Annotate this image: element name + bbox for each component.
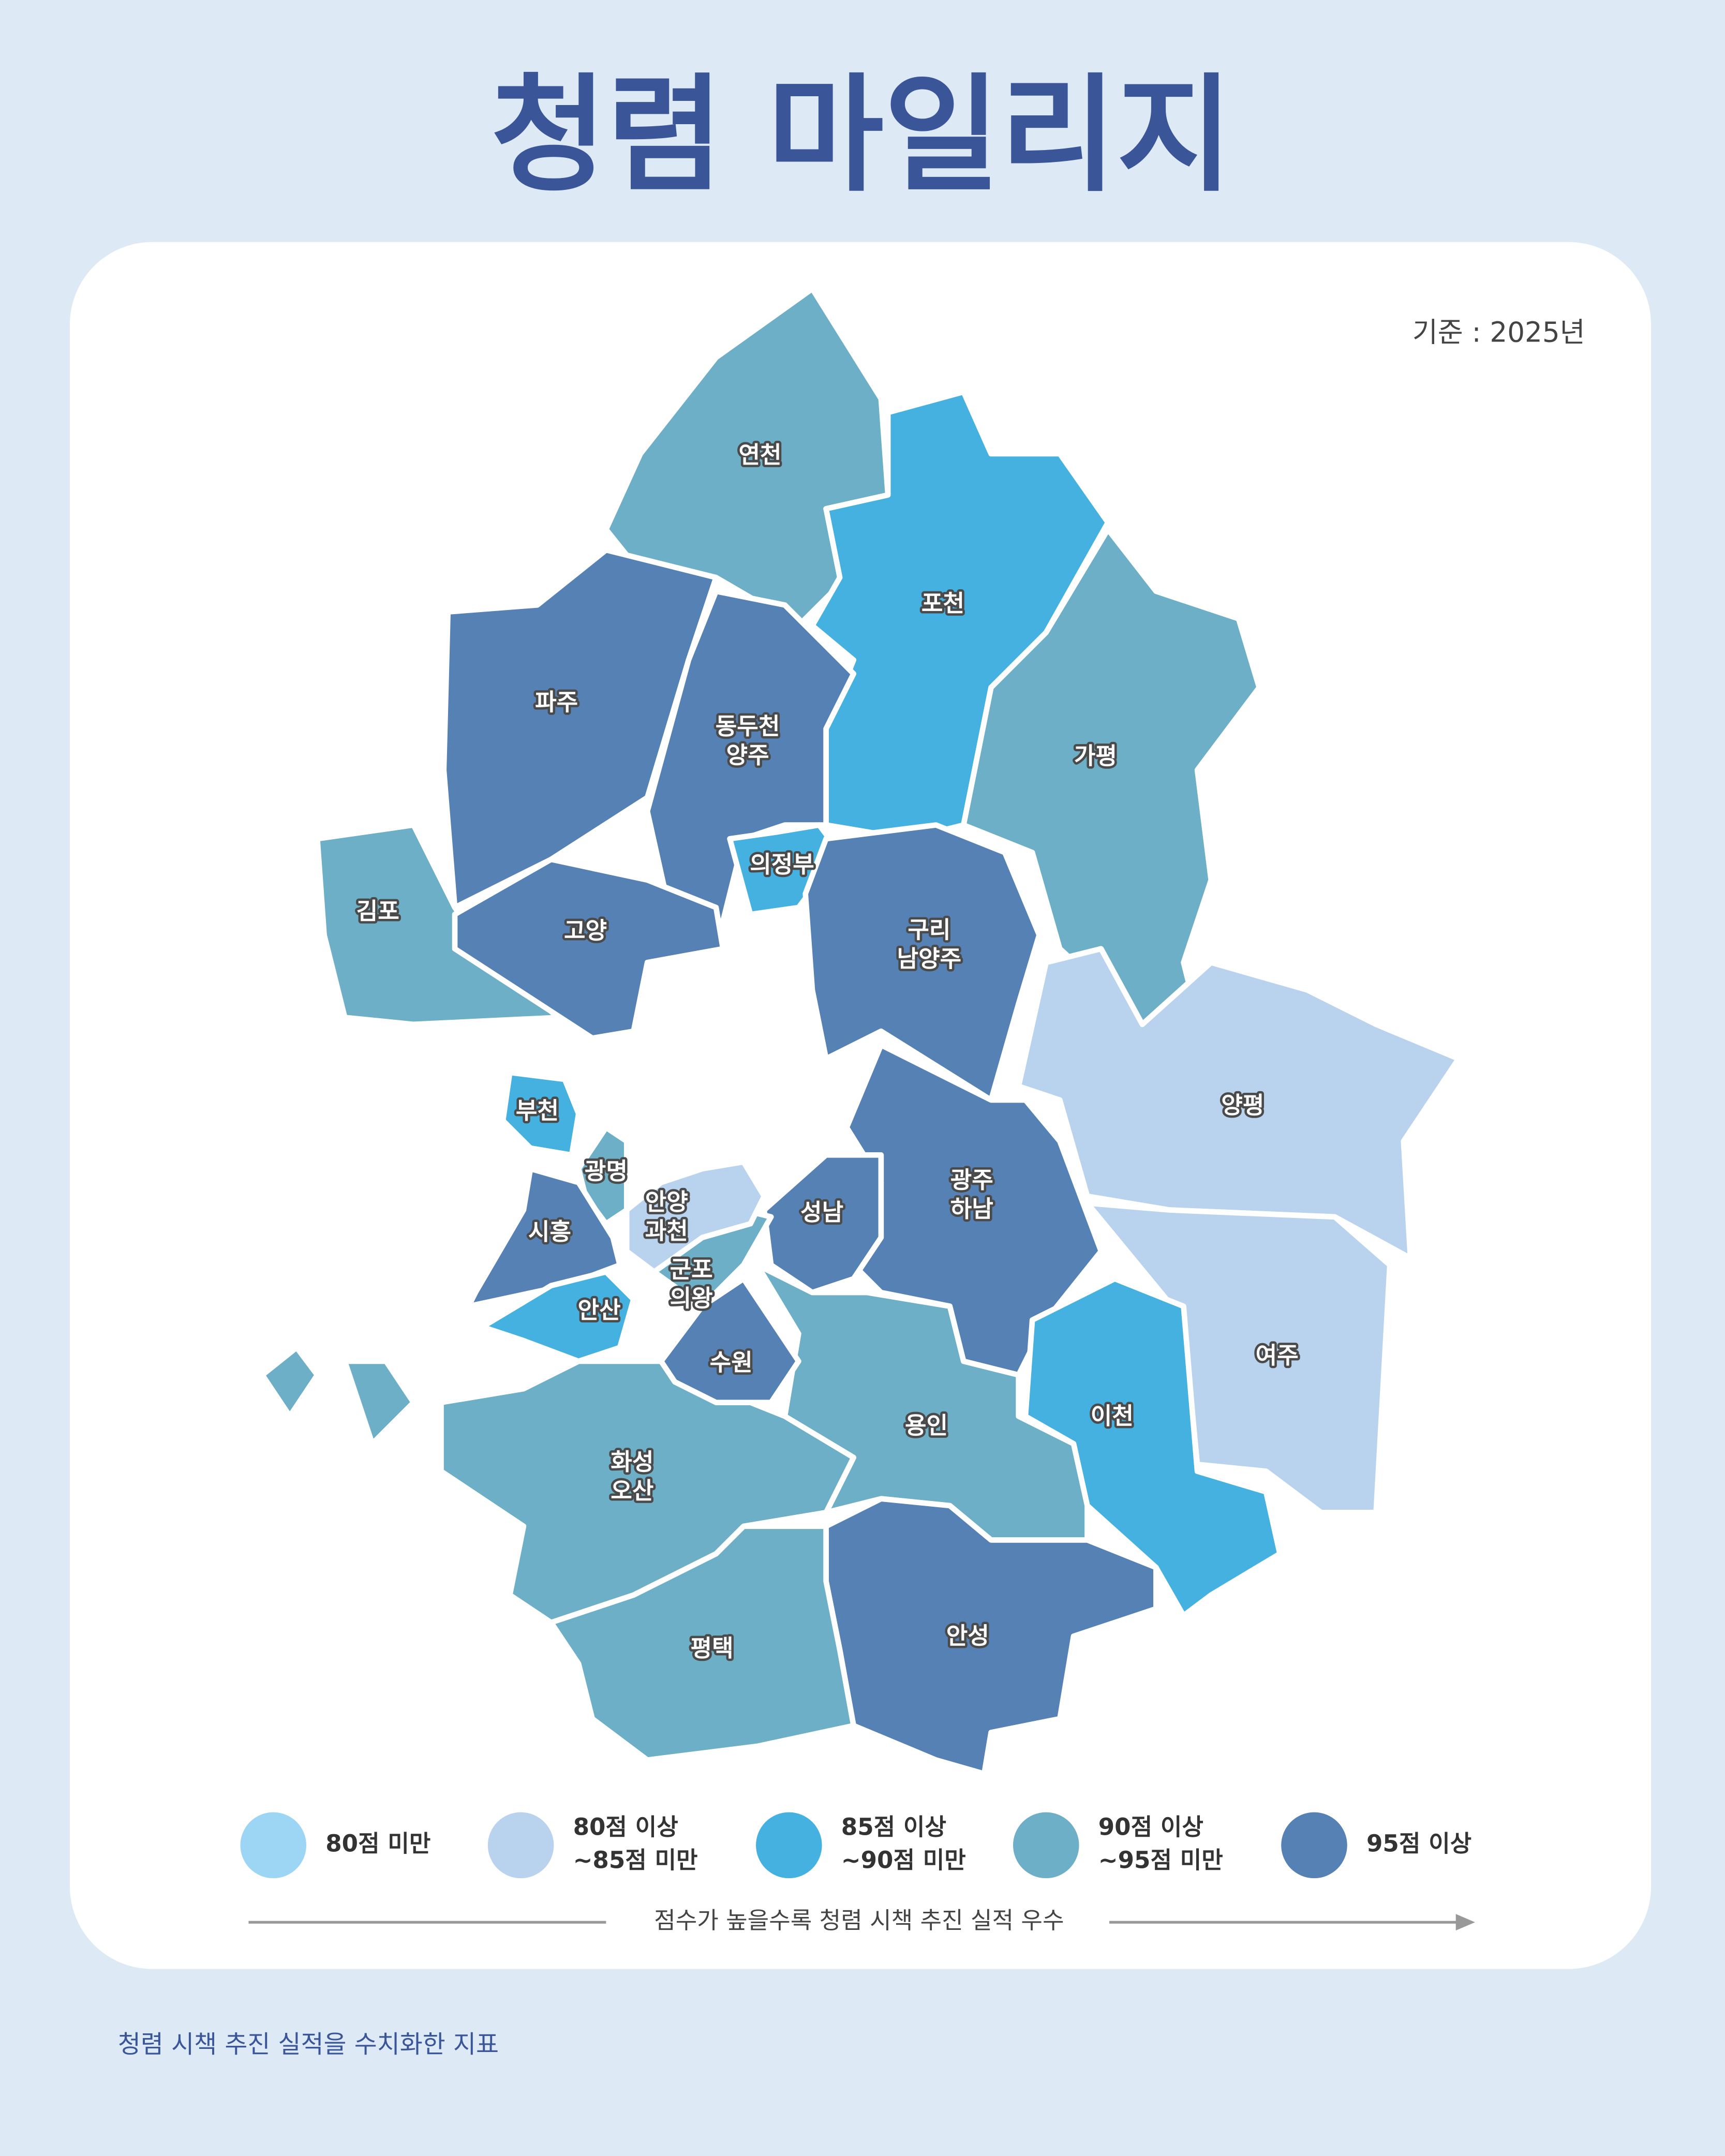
legend-label: 90점 이상: [1098, 1813, 1203, 1841]
legend-swatch: [487, 1812, 554, 1879]
region-label: 의정부: [750, 851, 814, 878]
region-label: 가평: [1074, 742, 1117, 769]
region-label: 양주: [726, 741, 769, 769]
legend-label: ~90점 미만: [841, 1846, 966, 1874]
legend-swatch: [756, 1812, 822, 1879]
region-label: 구리: [908, 916, 950, 943]
region-label: 안성: [946, 1622, 989, 1649]
region-label: 시흥: [528, 1218, 571, 1245]
region-label: 군포: [670, 1256, 713, 1283]
footnote: 청렴 시책 추진 실적을 수치화한 지표: [118, 2030, 499, 2059]
region-label: 안양: [645, 1188, 688, 1216]
legend-label: 80점 미만: [325, 1830, 430, 1857]
region-label: 김포: [356, 898, 399, 925]
region-label: 용인: [905, 1412, 948, 1439]
region-label: 과천: [645, 1217, 688, 1244]
legend-swatch: [1281, 1812, 1347, 1879]
region: [1016, 946, 1462, 1261]
region: [479, 1269, 636, 1364]
region: [623, 1159, 767, 1275]
region-label: 안산: [578, 1296, 621, 1324]
region-label: 남양주: [897, 945, 962, 972]
region-label: 이천: [1091, 1402, 1134, 1430]
region-label: 여주: [1256, 1342, 1299, 1369]
legend-swatch: [240, 1812, 307, 1879]
basis: 기준 : 2025년: [1412, 316, 1585, 348]
legend-label: ~85점 미만: [573, 1846, 698, 1874]
legend-swatch: [1013, 1812, 1079, 1879]
region-label: 하남: [950, 1195, 993, 1223]
legend-label: ~95점 미만: [1098, 1846, 1223, 1874]
region: [644, 588, 857, 938]
region-label: 오산: [611, 1477, 653, 1505]
region-label: 연천: [738, 441, 781, 468]
region: [761, 1152, 884, 1296]
region-label: 광주: [950, 1166, 993, 1194]
region-label: 광명: [585, 1157, 628, 1185]
region-label: 성남: [800, 1199, 843, 1226]
region-label: 부천: [516, 1097, 559, 1124]
region-label: 동두천: [716, 712, 780, 740]
region: [658, 1276, 801, 1405]
region: [438, 1358, 857, 1626]
region-label: 양평: [1221, 1091, 1264, 1119]
region-label: 수원: [710, 1348, 753, 1376]
region-label: 화성: [611, 1448, 653, 1476]
legend-label: 85점 이상: [841, 1813, 946, 1841]
legend-label: 80점 이상: [573, 1813, 678, 1841]
arrow-head: [1455, 1914, 1475, 1931]
legend-caption: 점수가 높을수록 청렴 시책 추진 실적 우수: [654, 1907, 1064, 1934]
legend-label: 95점 이상: [1366, 1830, 1471, 1857]
region-label: 의왕: [670, 1285, 713, 1312]
region: [466, 1166, 623, 1309]
title: 청렴 마일리지: [490, 62, 1233, 209]
region-label: 파주: [535, 689, 578, 716]
region-label: 포천: [921, 589, 964, 617]
region: [500, 1069, 582, 1158]
island: [341, 1358, 418, 1449]
island: [258, 1343, 321, 1421]
legend: 80점 미만 80점 이상 ~85점 미만 85점 이상 ~90점 미만 90점 이상 ~9…: [240, 1812, 1471, 1879]
region: [452, 856, 726, 1041]
region-label: 고양: [564, 917, 607, 944]
region-label: 평택: [690, 1634, 733, 1662]
